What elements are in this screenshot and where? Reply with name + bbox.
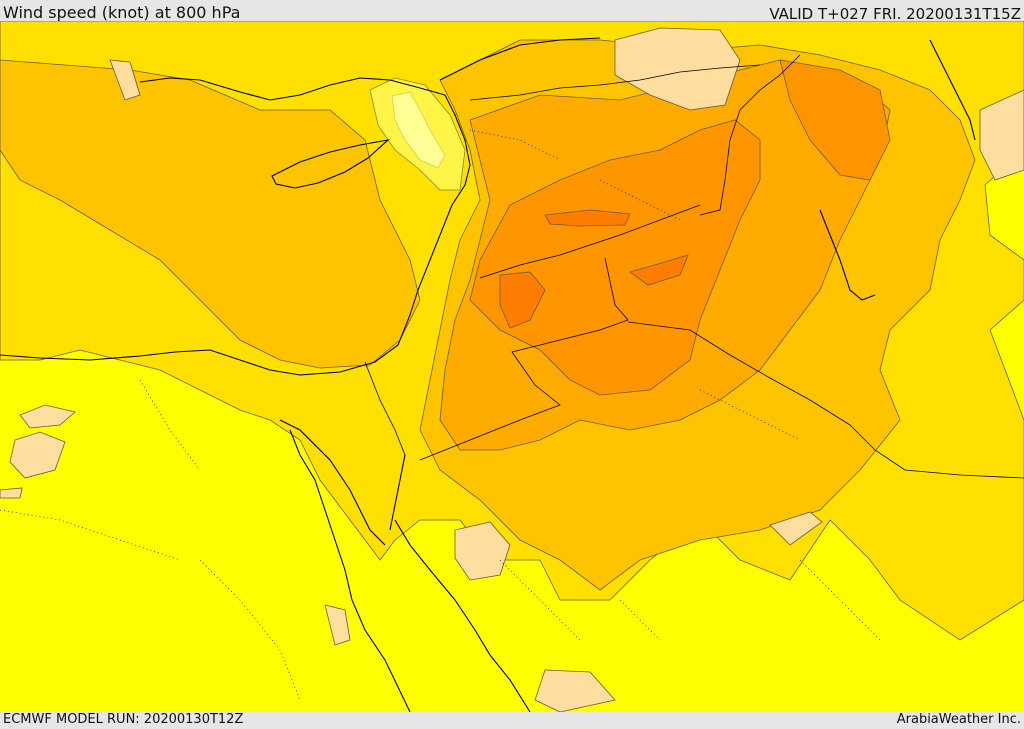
coastline-caspian	[929, 39, 976, 141]
field-level-5c	[544, 209, 631, 227]
border-jordan	[419, 257, 629, 461]
map-title: Wind speed (knot) at 800 hPa	[3, 3, 241, 22]
border-turkey-syria	[469, 64, 761, 101]
wind-speed-map	[0, 21, 1024, 712]
border-egypt	[364, 361, 406, 456]
border-syria-iraq	[479, 204, 701, 279]
footer-bar	[0, 712, 1024, 729]
model-run: ECMWF MODEL RUN: 20200130T12Z	[3, 712, 244, 727]
map-canvas	[0, 21, 1024, 712]
field-level-4	[469, 119, 761, 396]
near-calm-band	[369, 77, 466, 191]
credit-label: ArabiaWeather Inc.	[896, 712, 1021, 727]
field-level-5	[499, 271, 546, 329]
tan-patch-s1	[454, 521, 511, 581]
coastline-red-sea-west	[289, 429, 411, 712]
field-level-4b	[779, 59, 891, 181]
tan-patch-w2	[9, 431, 66, 479]
coastline-black-sea	[439, 37, 601, 81]
header-bar	[0, 0, 1024, 21]
coastline-turkey	[139, 77, 446, 101]
tan-patch-w3	[0, 487, 23, 499]
coastline-cyprus	[271, 139, 390, 189]
coastline-persian-gulf	[819, 209, 876, 301]
tan-patch-s3	[324, 604, 351, 646]
tan-patch-s4	[769, 511, 823, 546]
tan-patch-ne	[979, 89, 1024, 181]
tan-patch-nw	[109, 59, 141, 101]
field-level-5b	[629, 254, 689, 286]
coastline-mediterranean	[0, 94, 471, 376]
field-level-2	[0, 59, 421, 369]
border-iraq-iran	[699, 54, 801, 216]
border-saudi-iraq	[627, 321, 1024, 479]
tan-patch-w1	[19, 404, 76, 429]
coastline-gulf-of-suez	[279, 419, 386, 546]
dotted-lines	[0, 129, 881, 701]
valid-time: VALID T+027 FRI. 20200131T15Z	[769, 5, 1021, 23]
coastline-red-sea-east	[394, 519, 531, 712]
coastline-gulf-of-aqaba	[389, 454, 406, 531]
tan-patch-s2	[534, 669, 616, 712]
